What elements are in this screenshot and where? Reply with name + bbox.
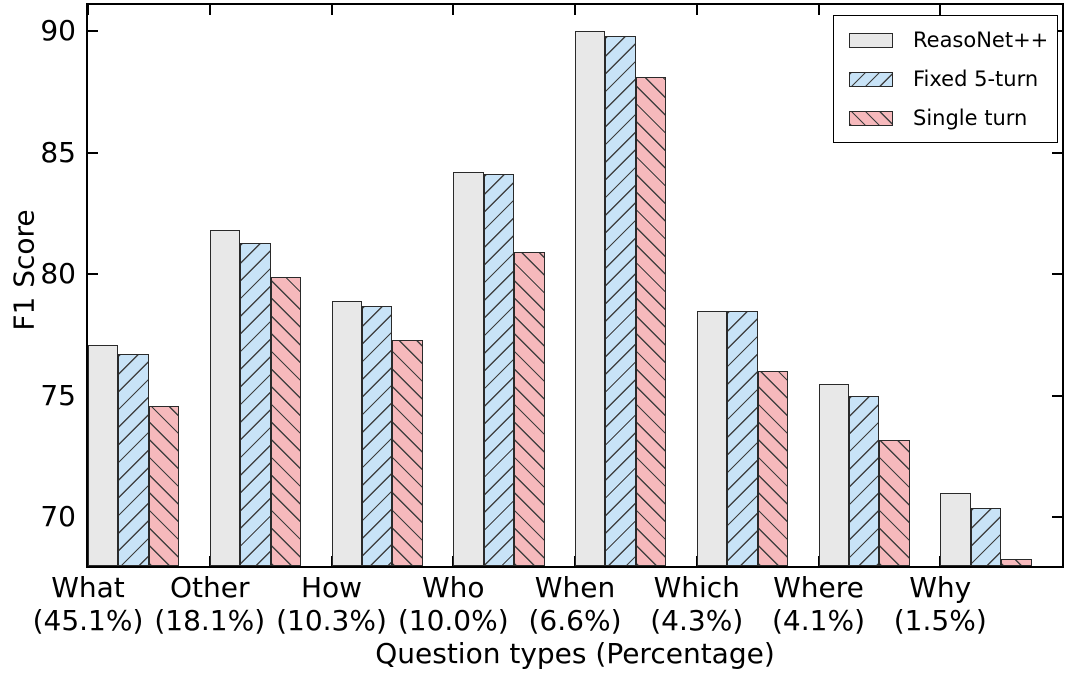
category-percentage-label: (1.5%) xyxy=(893,604,987,637)
category-label: Where xyxy=(773,571,864,604)
bar-what-single-turn xyxy=(148,405,180,566)
legend-label: ReasoNet++ xyxy=(913,28,1049,52)
y-tick-mark xyxy=(88,151,98,154)
bar-which-single-turn xyxy=(757,371,789,566)
legend-label: Single turn xyxy=(913,106,1028,130)
bar-how-single-turn xyxy=(392,339,423,566)
x-tick-mark xyxy=(452,5,455,15)
bar-other-fixed-5-turn xyxy=(240,242,271,566)
legend-row: ReasoNet++ xyxy=(849,25,1049,55)
category-percentage-label: (10.0%) xyxy=(397,604,509,637)
y-tick-mark xyxy=(88,273,98,276)
x-tick-label: When (6.6%) xyxy=(529,571,622,637)
bar-other-single-turn xyxy=(270,276,302,566)
category-percentage-label: (10.3%) xyxy=(276,604,387,637)
x-tick-label: How (10.3%) xyxy=(276,571,387,637)
x-tick-mark xyxy=(87,5,89,15)
bar-which-fixed-5-turn xyxy=(727,310,758,566)
bar-who-single-turn xyxy=(514,252,545,566)
x-tick-mark xyxy=(817,5,820,15)
bar-where-fixed-5-turn xyxy=(848,395,880,566)
category-percentage-label: (4.3%) xyxy=(650,604,744,637)
y-tick-mark xyxy=(88,30,98,33)
bar-where-reasonet- xyxy=(818,383,849,566)
legend: ReasoNet++ Fixed 5-turn Single turn xyxy=(833,15,1058,143)
bar-which-reasonet- xyxy=(696,310,728,566)
category-label: Why xyxy=(909,571,972,604)
legend-swatch-fixed-5-turn xyxy=(849,71,893,87)
legend-label: Fixed 5-turn xyxy=(913,67,1039,91)
bar-who-reasonet- xyxy=(453,172,484,566)
bar-other-reasonet- xyxy=(209,230,241,566)
x-tick-label: Which (4.3%) xyxy=(650,571,743,637)
y-tick-label: 85 xyxy=(40,135,76,169)
category-percentage-label: (18.1%) xyxy=(154,604,266,637)
legend-swatch-reasonet- xyxy=(849,32,893,48)
bar-what-reasonet- xyxy=(88,344,119,566)
bar-what-fixed-5-turn xyxy=(118,354,149,566)
y-tick-label: 70 xyxy=(40,500,76,534)
bar-how-fixed-5-turn xyxy=(361,305,393,566)
legend-swatch-single-turn xyxy=(849,110,893,126)
category-label: What xyxy=(51,571,125,604)
x-tick-label: Who (10.0%) xyxy=(398,571,509,637)
x-tick-mark xyxy=(939,5,942,15)
legend-row: Fixed 5-turn xyxy=(849,64,1047,94)
category-label: Who xyxy=(421,571,485,604)
x-tick-mark xyxy=(574,5,576,15)
y-tick-mark xyxy=(1052,151,1062,154)
bar-where-single-turn xyxy=(879,439,910,566)
x-tick-mark xyxy=(695,5,698,15)
category-label: How xyxy=(300,571,363,604)
y-tick-mark xyxy=(1052,273,1062,276)
category-percentage-label: (6.6%) xyxy=(528,604,622,637)
bar-why-fixed-5-turn xyxy=(970,507,1002,566)
bar-how-reasonet- xyxy=(331,300,362,566)
plot-area: ReasoNet++ Fixed 5-turn Single turn xyxy=(86,3,1064,568)
category-label: Other xyxy=(169,571,250,604)
y-tick-label: 80 xyxy=(40,257,76,291)
bar-why-reasonet- xyxy=(940,493,971,566)
y-tick-mark xyxy=(1052,516,1062,519)
y-tick-label: 75 xyxy=(40,378,76,412)
x-tick-mark xyxy=(208,5,211,15)
category-label: When xyxy=(534,571,616,604)
x-tick-label: Why (1.5%) xyxy=(894,571,987,637)
bar-why-single-turn xyxy=(1001,558,1032,566)
x-tick-label: What (45.1%) xyxy=(33,571,144,637)
category-percentage-label: (4.1%) xyxy=(772,604,865,637)
x-axis-title: Question types (Percentage) xyxy=(375,637,775,670)
x-tick-label: Other (18.1%) xyxy=(154,571,265,637)
category-label: Which xyxy=(653,571,740,604)
x-tick-mark xyxy=(330,5,333,15)
bar-when-single-turn xyxy=(635,77,667,566)
y-tick-mark xyxy=(1052,394,1062,397)
category-percentage-label: (45.1%) xyxy=(32,604,144,637)
bar-who-fixed-5-turn xyxy=(483,174,515,566)
x-tick-label: Where (4.1%) xyxy=(772,571,865,637)
bar-when-reasonet- xyxy=(575,31,606,566)
y-tick-label: 90 xyxy=(40,14,76,48)
bar-when-fixed-5-turn xyxy=(605,35,636,566)
legend-row: Single turn xyxy=(849,103,1047,133)
